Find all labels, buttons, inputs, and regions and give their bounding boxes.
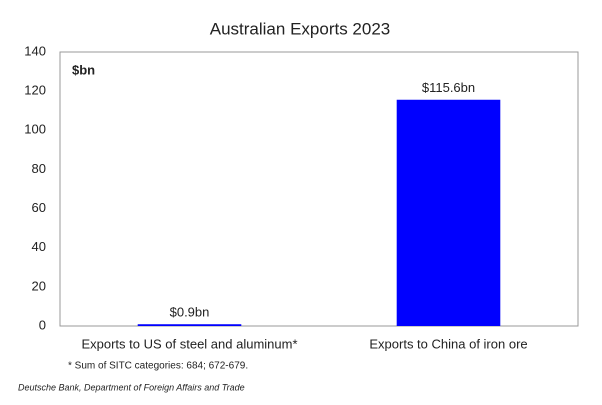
x-tick-label: Exports to US of steel and aluminum*: [81, 336, 297, 351]
y-tick-label: 100: [24, 122, 46, 137]
source: Deutsche Bank, Department of Foreign Aff…: [18, 382, 245, 392]
y-tick-label: 80: [32, 161, 46, 176]
bar: [137, 324, 242, 326]
bar: [396, 99, 501, 326]
value-label: $115.6bn: [422, 80, 475, 95]
unit-label: $bn: [72, 62, 95, 77]
chart-title: Australian Exports 2023: [210, 19, 391, 38]
value-label: $0.9bn: [170, 305, 210, 320]
y-tick-label: 140: [24, 43, 46, 58]
y-tick-label: 120: [24, 83, 46, 98]
y-tick-label: 20: [32, 278, 46, 293]
y-tick-label: 0: [39, 317, 46, 332]
footnote: * Sum of SITC categories: 684; 672-679.: [68, 361, 248, 372]
x-tick-label: Exports to China of iron ore: [369, 336, 527, 351]
plot-frame: [59, 51, 579, 327]
y-tick-label: 60: [32, 200, 46, 215]
y-tick-label: 40: [32, 239, 46, 254]
